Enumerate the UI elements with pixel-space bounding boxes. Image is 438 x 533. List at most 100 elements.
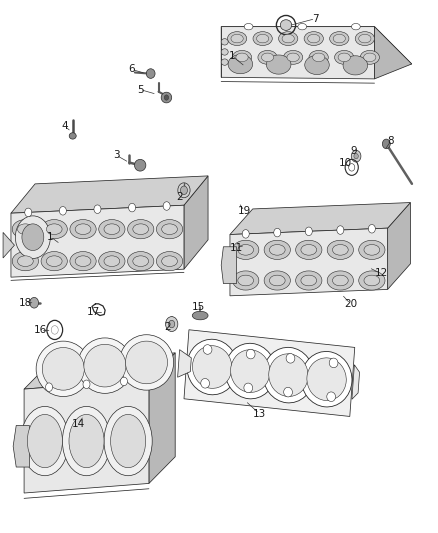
Ellipse shape	[236, 53, 248, 62]
Ellipse shape	[266, 55, 291, 74]
Polygon shape	[24, 353, 175, 389]
Text: 10: 10	[339, 158, 352, 168]
Ellipse shape	[228, 54, 253, 74]
Ellipse shape	[42, 348, 84, 390]
Ellipse shape	[133, 256, 148, 266]
Ellipse shape	[284, 387, 293, 397]
Ellipse shape	[301, 275, 317, 286]
Ellipse shape	[231, 34, 243, 43]
Ellipse shape	[70, 220, 96, 239]
Ellipse shape	[18, 224, 33, 235]
Ellipse shape	[313, 53, 325, 62]
Ellipse shape	[354, 154, 358, 159]
Text: 3: 3	[113, 150, 120, 160]
Ellipse shape	[364, 245, 380, 255]
Ellipse shape	[364, 275, 380, 286]
Text: 1: 1	[229, 51, 236, 61]
Ellipse shape	[253, 31, 272, 45]
Ellipse shape	[269, 354, 308, 397]
Ellipse shape	[30, 297, 39, 308]
Ellipse shape	[327, 271, 353, 290]
Ellipse shape	[287, 53, 299, 62]
Ellipse shape	[75, 256, 91, 266]
Ellipse shape	[125, 341, 167, 384]
Ellipse shape	[46, 256, 62, 266]
Ellipse shape	[368, 224, 375, 233]
Ellipse shape	[244, 383, 253, 393]
Ellipse shape	[75, 224, 91, 235]
Text: 14: 14	[71, 419, 85, 429]
Ellipse shape	[84, 344, 126, 387]
Ellipse shape	[99, 220, 125, 239]
Ellipse shape	[335, 51, 354, 64]
Ellipse shape	[203, 345, 212, 354]
Ellipse shape	[359, 271, 385, 290]
Text: 4: 4	[61, 122, 68, 131]
Ellipse shape	[127, 220, 154, 239]
Polygon shape	[230, 203, 410, 235]
Ellipse shape	[337, 226, 344, 235]
Ellipse shape	[78, 338, 132, 393]
Ellipse shape	[261, 53, 274, 62]
Ellipse shape	[286, 353, 295, 363]
Ellipse shape	[104, 406, 152, 475]
Ellipse shape	[104, 224, 120, 235]
Ellipse shape	[18, 256, 33, 266]
Ellipse shape	[264, 271, 290, 290]
Text: 16: 16	[34, 326, 47, 335]
Ellipse shape	[283, 51, 303, 64]
Ellipse shape	[201, 378, 209, 388]
Ellipse shape	[233, 240, 259, 260]
Ellipse shape	[307, 358, 346, 400]
Ellipse shape	[146, 69, 155, 78]
Ellipse shape	[69, 133, 76, 139]
Text: 1: 1	[47, 232, 54, 241]
Ellipse shape	[343, 56, 367, 75]
Polygon shape	[184, 176, 208, 269]
Text: 5: 5	[137, 85, 144, 94]
Text: 9: 9	[350, 147, 357, 156]
Ellipse shape	[329, 358, 338, 368]
Ellipse shape	[192, 311, 208, 320]
Polygon shape	[221, 27, 374, 79]
Ellipse shape	[327, 240, 353, 260]
Ellipse shape	[231, 350, 270, 392]
Ellipse shape	[257, 34, 269, 43]
Ellipse shape	[192, 346, 232, 389]
Ellipse shape	[178, 183, 190, 198]
Ellipse shape	[238, 275, 254, 286]
Ellipse shape	[332, 245, 348, 255]
Ellipse shape	[307, 34, 320, 43]
Ellipse shape	[296, 240, 322, 260]
Ellipse shape	[351, 150, 361, 162]
Ellipse shape	[296, 271, 322, 290]
Ellipse shape	[221, 49, 228, 55]
Ellipse shape	[156, 252, 183, 271]
Text: 11: 11	[230, 243, 243, 253]
Ellipse shape	[364, 53, 376, 62]
Ellipse shape	[298, 23, 307, 30]
Ellipse shape	[161, 92, 172, 103]
Ellipse shape	[330, 31, 349, 45]
Ellipse shape	[225, 343, 276, 399]
Polygon shape	[11, 205, 184, 277]
Ellipse shape	[305, 227, 312, 236]
Ellipse shape	[104, 256, 120, 266]
Ellipse shape	[221, 59, 228, 66]
Ellipse shape	[359, 34, 371, 43]
Ellipse shape	[163, 201, 170, 211]
Polygon shape	[3, 232, 14, 258]
Text: 15: 15	[191, 302, 205, 312]
Ellipse shape	[69, 415, 104, 468]
Text: 12: 12	[374, 269, 388, 278]
Ellipse shape	[279, 31, 298, 45]
Polygon shape	[149, 353, 175, 483]
Text: 6: 6	[128, 64, 135, 74]
Ellipse shape	[133, 224, 148, 235]
Ellipse shape	[301, 351, 352, 407]
Ellipse shape	[338, 53, 350, 62]
Text: 13: 13	[253, 409, 266, 418]
Ellipse shape	[110, 415, 145, 468]
Ellipse shape	[304, 31, 323, 45]
Ellipse shape	[15, 216, 50, 259]
